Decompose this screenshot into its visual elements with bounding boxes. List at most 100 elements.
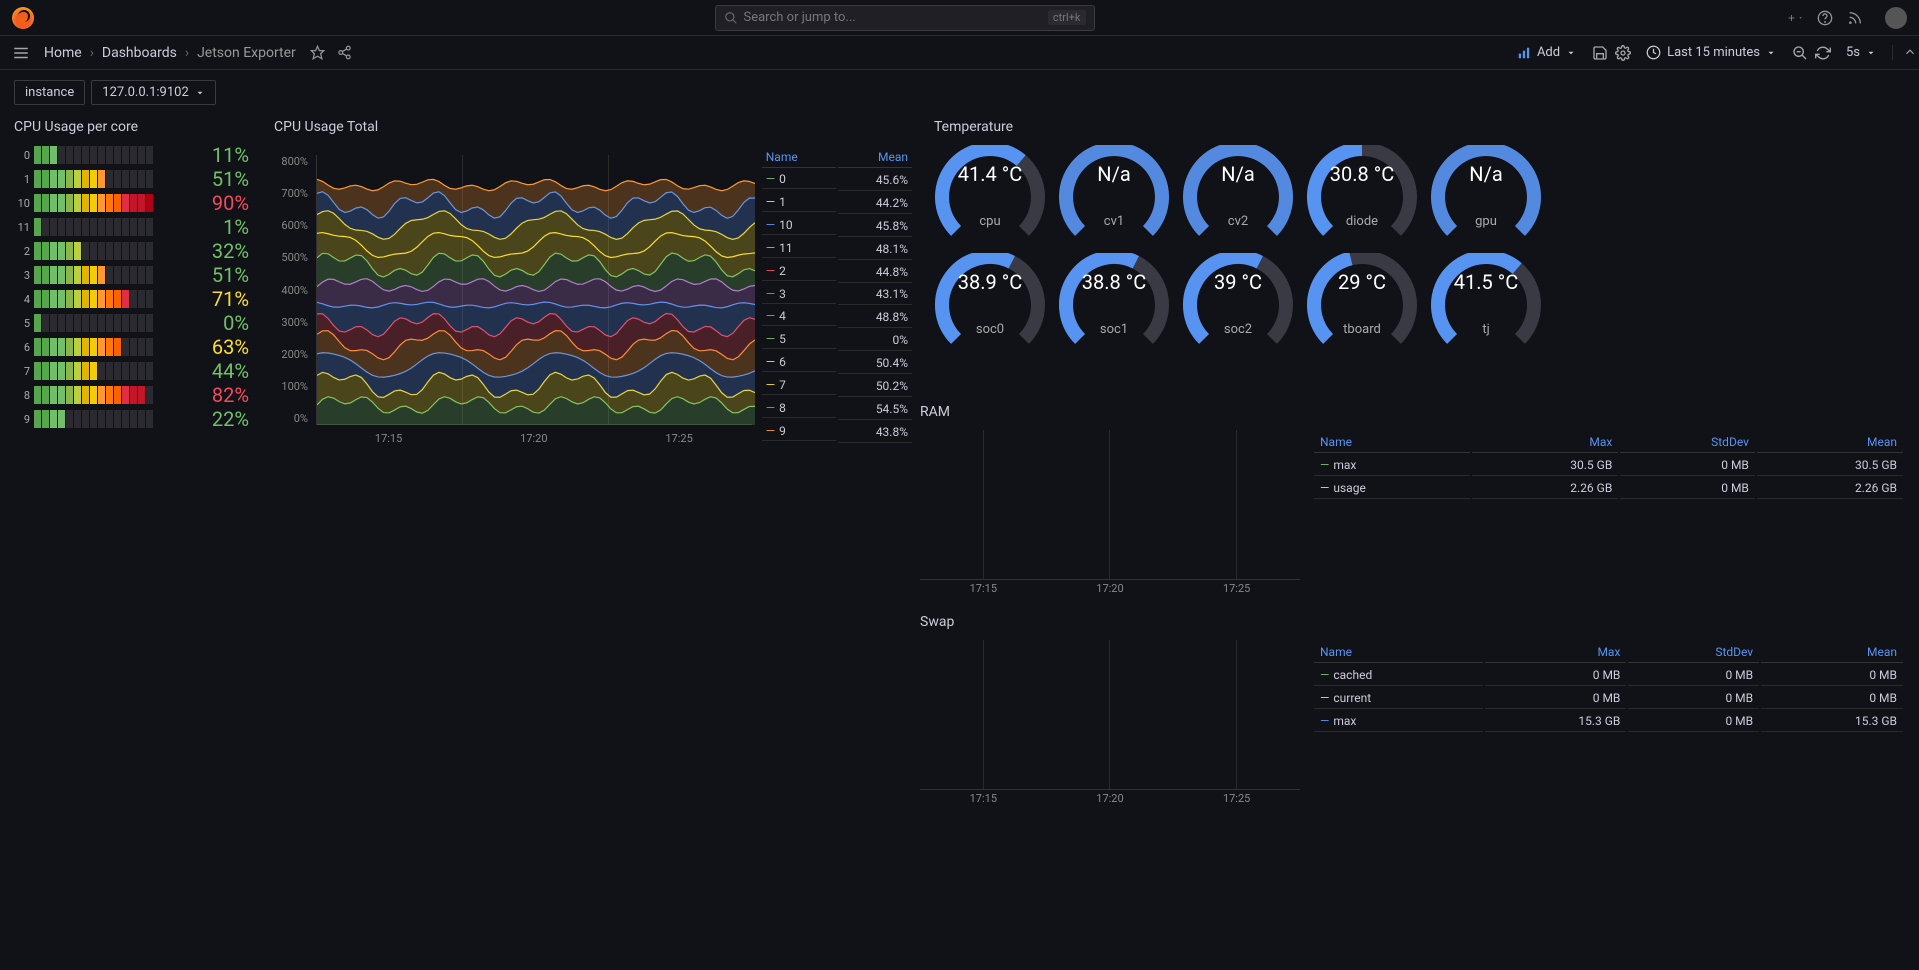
breadcrumb-home[interactable]: Home: [44, 45, 82, 61]
legend-row[interactable]: — 448.8%: [762, 307, 912, 328]
core-row: 5 0%: [14, 313, 274, 333]
news-icon[interactable]: [1847, 10, 1863, 26]
panel-swap: Swap 17:1517:2017:25 NameMaxStdDevMean —…: [920, 610, 1905, 790]
core-row: 10 90%: [14, 193, 274, 213]
legend-row[interactable]: — 943.8%: [762, 422, 912, 443]
legend-row[interactable]: — 144.2%: [762, 193, 912, 214]
core-row: 6 63%: [14, 337, 274, 357]
gauge-value: N/a: [1469, 162, 1502, 186]
cpu-total-chart[interactable]: 800%700%600%500%400%300%200%100%0% 17:15…: [274, 145, 752, 445]
core-id: 11: [14, 221, 34, 234]
core-bars: [34, 218, 189, 236]
share-icon[interactable]: [337, 45, 352, 60]
gauge-value: N/a: [1221, 162, 1254, 186]
gauge-label: gpu: [1475, 214, 1497, 229]
legend-row[interactable]: — max 15.3 GB0 MB15.3 GB: [1314, 711, 1903, 732]
collapse-icon[interactable]: [1892, 45, 1907, 60]
core-pct: 90%: [189, 191, 249, 215]
core-id: 1: [14, 173, 34, 186]
gauge-value: 41.5 °C: [1454, 270, 1518, 294]
core-row: 1 51%: [14, 169, 274, 189]
legend-row[interactable]: — 650.4%: [762, 353, 912, 374]
core-pct: 44%: [189, 359, 249, 383]
core-bars: [34, 362, 189, 380]
save-icon[interactable]: [1592, 45, 1607, 60]
legend-row[interactable]: — 50%: [762, 330, 912, 351]
core-row: 4 71%: [14, 289, 274, 309]
core-id: 10: [14, 197, 34, 210]
gauge-tboard: 29 °C tboard: [1306, 253, 1418, 353]
menu-toggle-icon[interactable]: [12, 44, 30, 62]
core-bars: [34, 266, 189, 284]
legend-row[interactable]: — 343.1%: [762, 285, 912, 306]
core-pct: 51%: [189, 263, 249, 287]
gauge-label: tboard: [1343, 322, 1381, 337]
help-icon[interactable]: [1817, 10, 1833, 26]
legend-row[interactable]: — 244.8%: [762, 262, 912, 283]
core-pct: 0%: [189, 311, 249, 335]
gauge-label: cpu: [979, 214, 1000, 229]
legend-row[interactable]: — 750.2%: [762, 376, 912, 397]
add-panel-button[interactable]: Add: [1509, 41, 1584, 64]
gauge-label: cv1: [1104, 214, 1124, 229]
core-id: 3: [14, 269, 34, 282]
grafana-logo[interactable]: [12, 7, 34, 29]
core-row: 7 44%: [14, 361, 274, 381]
core-bars: [34, 290, 189, 308]
legend-row[interactable]: — 854.5%: [762, 399, 912, 420]
settings-icon[interactable]: [1615, 45, 1630, 60]
zoom-out-icon[interactable]: [1792, 45, 1807, 60]
core-id: 7: [14, 365, 34, 378]
breadcrumb: Home › Dashboards › Jetson Exporter: [44, 45, 296, 61]
panel-title: CPU Usage per core: [14, 115, 274, 145]
panel-title: Swap: [920, 610, 1905, 640]
gauge-value: 38.9 °C: [958, 270, 1022, 294]
core-id: 6: [14, 341, 34, 354]
gauge-label: soc2: [1224, 322, 1252, 337]
legend-row[interactable]: — 045.6%: [762, 170, 912, 191]
avatar[interactable]: [1885, 7, 1907, 29]
gauge-tj: 41.5 °C tj: [1430, 253, 1542, 353]
gauge-label: soc0: [976, 322, 1004, 337]
core-row: 9 22%: [14, 409, 274, 429]
gauge-value: N/a: [1097, 162, 1130, 186]
core-pct: 22%: [189, 407, 249, 431]
legend-row[interactable]: — 1148.1%: [762, 239, 912, 260]
core-bars: [34, 194, 189, 212]
add-dropdown[interactable]: [1787, 10, 1803, 26]
cpu-total-legend: NameMean— 045.6%— 144.2%— 1045.8%— 1148.…: [760, 145, 914, 445]
gauge-value: 29 °C: [1338, 270, 1386, 294]
core-row: 8 82%: [14, 385, 274, 405]
core-pct: 63%: [189, 335, 249, 359]
gauge-cv1: N/a cv1: [1058, 145, 1170, 245]
swap-legend: NameMaxStdDevMean — cached 0 MB0 MB0 MB …: [1312, 640, 1905, 734]
legend-row[interactable]: — cached 0 MB0 MB0 MB: [1314, 665, 1903, 686]
panel-cpu-total: CPU Usage Total 800%700%600%500%400%300%…: [274, 115, 914, 445]
core-bars: [34, 410, 189, 428]
core-id: 0: [14, 149, 34, 162]
gauge-gpu: N/a gpu: [1430, 145, 1542, 245]
refresh-interval-dropdown[interactable]: 5s: [1838, 41, 1884, 64]
time-range-picker[interactable]: Last 15 minutes: [1638, 41, 1784, 64]
breadcrumb-dashboards[interactable]: Dashboards: [102, 45, 177, 61]
gauge-label: soc1: [1100, 322, 1128, 337]
core-bars: [34, 242, 189, 260]
legend-row[interactable]: — max 30.5 GB0 MB30.5 GB: [1314, 455, 1903, 476]
core-pct: 1%: [189, 215, 249, 239]
variable-value-dropdown[interactable]: 127.0.0.1:9102: [91, 80, 216, 105]
swap-chart[interactable]: 17:1517:2017:25: [920, 640, 1300, 790]
gauge-value: 30.8 °C: [1330, 162, 1394, 186]
legend-row[interactable]: — current 0 MB0 MB0 MB: [1314, 688, 1903, 709]
gauge-value: 41.4 °C: [958, 162, 1022, 186]
legend-row[interactable]: — 1045.8%: [762, 216, 912, 237]
gauge-soc2: 39 °C soc2: [1182, 253, 1294, 353]
search-input[interactable]: Search or jump to... ctrl+k: [715, 5, 1095, 31]
breadcrumb-current: Jetson Exporter: [197, 45, 296, 61]
ram-chart[interactable]: 17:1517:2017:25: [920, 430, 1300, 580]
core-pct: 82%: [189, 383, 249, 407]
search-placeholder: Search or jump to...: [744, 10, 856, 25]
gauge-cv2: N/a cv2: [1182, 145, 1294, 245]
legend-row[interactable]: — usage 2.26 GB0 MB2.26 GB: [1314, 478, 1903, 499]
star-icon[interactable]: [310, 45, 325, 60]
refresh-icon[interactable]: [1815, 45, 1830, 60]
